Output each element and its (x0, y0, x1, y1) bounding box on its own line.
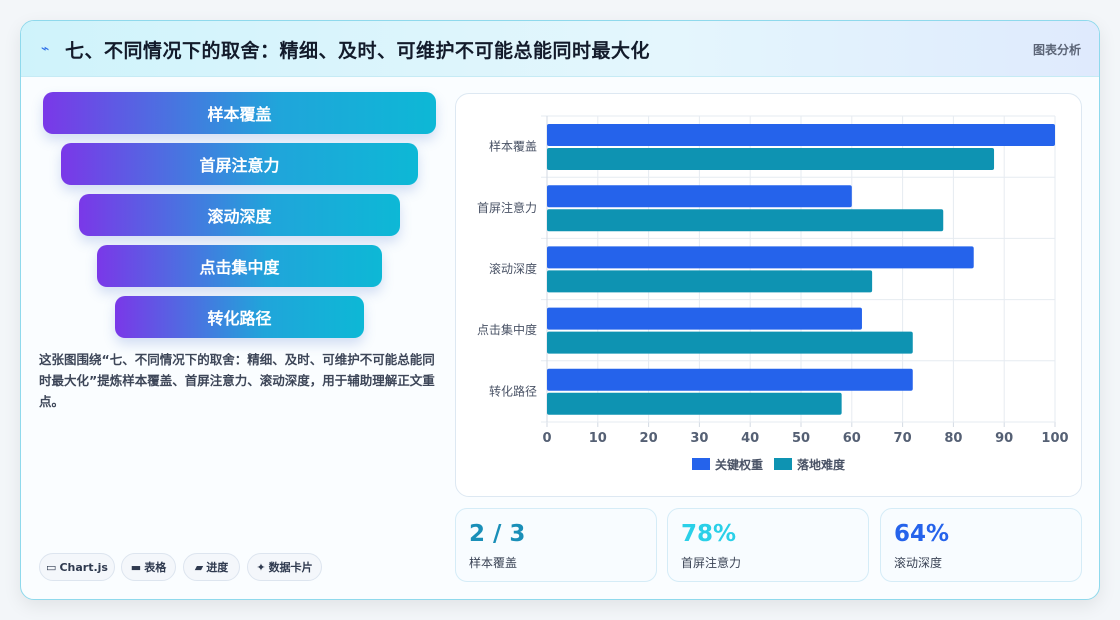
stat-value: 2 / 3 (469, 521, 526, 547)
card-header: ⌁ 七、不同情况下的取舍：精细、及时、可维护不可能总能同时最大化 图表分析 (21, 21, 1099, 77)
bar-key-weight (547, 124, 1055, 146)
legend-label: 落地难度 (797, 457, 846, 472)
chip-label: 进度 (206, 561, 229, 574)
page-title: 七、不同情况下的取舍：精细、及时、可维护不可能总能同时最大化 (65, 40, 651, 62)
bar-key-weight (547, 307, 862, 330)
bar-difficulty (547, 209, 944, 232)
chip-chartjs[interactable]: ▭ Chart.js (39, 553, 115, 581)
legend-label: 关键权重 (715, 457, 763, 472)
lightning-icon: ⌁ (41, 41, 50, 57)
x-tick-label: 20 (640, 431, 658, 446)
y-tick-label: 首屏注意力 (477, 200, 537, 215)
bar-difficulty (547, 392, 842, 415)
funnel-step-5: 转化路径 (115, 296, 364, 338)
y-tick-label: 滚动深度 (489, 261, 537, 276)
x-tick-label: 30 (690, 431, 708, 446)
progress-icon: ▰ (194, 560, 204, 574)
chart-card: ⌁ 七、不同情况下的取舍：精细、及时、可维护不可能总能同时最大化 图表分析 样本… (20, 20, 1100, 600)
stat-value: 78% (681, 521, 737, 547)
stat-card-sample-coverage: 2 / 3 样本覆盖 (455, 508, 657, 582)
stat-card-first-screen: 78% 首屏注意力 (667, 508, 869, 582)
funnel-step-4: 点击集中度 (97, 245, 382, 287)
horizontal-bar-chart: 0 10 20 30 40 50 60 70 80 90 100 样本覆盖首屏注意力滚动深度点击集中度… (477, 115, 1069, 472)
bar-key-weight (547, 246, 974, 269)
x-tick-label: 80 (944, 431, 962, 446)
y-tick-label: 转化路径 (489, 383, 537, 398)
window-icon: ▭ (46, 560, 57, 574)
chart-panel: 0 10 20 30 40 50 60 70 80 90 100 样本覆盖首屏注意力滚动深度点击集中度… (455, 93, 1082, 497)
y-tick-label: 点击集中度 (477, 322, 537, 337)
x-tick-label: 100 (1041, 431, 1068, 446)
stat-card-scroll-depth: 64% 滚动深度 (880, 508, 1082, 582)
x-tick-label: 10 (589, 431, 607, 446)
funnel-step-3: 滚动深度 (79, 194, 400, 236)
bar-difficulty (547, 148, 995, 170)
stat-label: 样本覆盖 (469, 556, 518, 570)
stat-value: 64% (894, 521, 950, 547)
chart-analysis-tag: 图表分析 (1032, 43, 1081, 57)
chip-progress[interactable]: ▰ 进度 (183, 553, 240, 581)
bar-key-weight (547, 368, 913, 391)
x-tick-label: 0 (542, 431, 551, 446)
x-tick-label: 50 (792, 431, 810, 446)
bar-difficulty (547, 331, 913, 354)
sparkle-icon: ✦ (256, 560, 266, 574)
stat-label: 滚动深度 (894, 556, 943, 570)
bar-difficulty (547, 270, 873, 293)
chip-label: 数据卡片 (268, 561, 313, 574)
bar-key-weight (547, 185, 852, 208)
x-tick-label: 70 (894, 431, 912, 446)
funnel-step-1: 样本覆盖 (43, 92, 436, 134)
legend-swatch (692, 458, 710, 470)
chip-data-card[interactable]: ✦ 数据卡片 (247, 553, 322, 581)
table-icon: ▬ (130, 560, 142, 574)
x-tick-label: 60 (843, 431, 861, 446)
chip-table[interactable]: ▬ 表格 (121, 553, 176, 581)
x-tick-label: 40 (741, 431, 759, 446)
x-tick-label: 90 (995, 431, 1013, 446)
chart-description: 这张图围绕“七、不同情况下的取舍：精细、及时、可维护不可能总能同时最大化”提炼样… (39, 352, 435, 409)
stat-label: 首屏注意力 (681, 556, 742, 570)
chip-label: 表格 (144, 561, 167, 574)
y-tick-label: 样本覆盖 (489, 139, 537, 154)
chip-label: Chart.js (59, 560, 108, 574)
funnel-step-2: 首屏注意力 (61, 143, 418, 185)
legend-swatch (774, 458, 792, 470)
